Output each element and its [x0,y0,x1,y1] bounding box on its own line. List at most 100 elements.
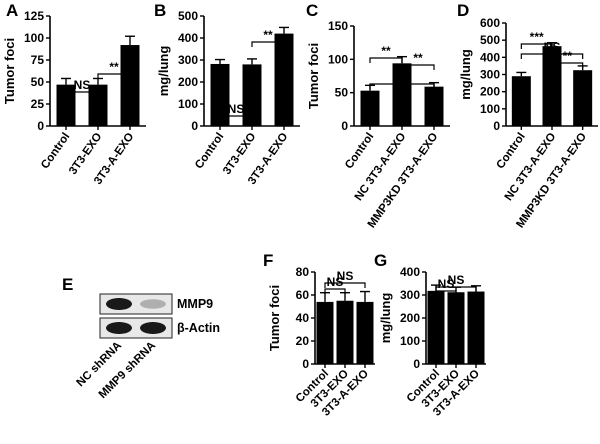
bar [427,290,445,364]
panel-letter: F [263,251,273,270]
y-axis-title: mg/lung [378,293,393,344]
y-axis-title: mg/lung [156,46,171,97]
y-tick-label: 0 [302,357,309,371]
bar [316,301,334,364]
band-label: β-Actin [177,321,220,335]
y-tick-label: 200 [480,85,500,99]
significance-label: NS [228,102,245,116]
blot-band [106,322,132,334]
y-tick-label: 20 [296,334,310,348]
y-tick-label: 300 [178,53,198,67]
y-tick-label: 0 [493,119,500,133]
y-tick-label: 0 [37,119,44,133]
y-tick-label: 50 [335,86,349,100]
significance-bracket [219,115,253,121]
y-tick-label: 80 [296,265,310,279]
y-tick-label: 300 [480,68,500,82]
y-tick-label: 400 [400,265,420,279]
significance-bracket [324,282,366,288]
y-axis-title: Tumor foci [306,43,321,109]
y-tick-label: 200 [400,311,420,325]
panel-letter: E [62,275,73,294]
significance-bracket [97,73,131,79]
y-tick-label: 400 [480,50,500,64]
significance-bracket [369,57,403,63]
significance-label: NS [448,273,465,287]
significance-label: NS [394,70,411,84]
y-tick-label: 0 [413,357,420,371]
bar [88,84,108,126]
y-tick-label: 200 [178,75,198,89]
significance-bracket [551,62,584,68]
bar [511,76,531,126]
significance-bracket [435,290,457,296]
bar [392,63,412,126]
bar [542,46,562,126]
y-tick-label: 75 [31,53,45,67]
y-tick-label: 125 [24,9,44,23]
y-tick-label: 100 [480,102,500,116]
panel-letter: A [6,1,18,20]
panel-letter: B [154,1,166,20]
significance-label: ** [263,28,273,42]
significance-bracket [520,43,553,49]
y-axis-title: mg/lung [458,49,473,100]
bar [120,45,140,126]
chart-panel-b: B0100200300400500mg/lungControl3T3-EXO3T… [154,1,300,187]
significance-bracket [324,288,346,294]
y-tick-label: 400 [178,31,198,45]
band-label: MMP9 [177,297,213,311]
chart-panel-g: G0100200300400mg/lungControl3T3-EXO3T3-A… [374,251,486,419]
significance-label: NS [337,269,354,283]
x-tick-label: Control [193,131,226,171]
panel-letter: D [457,1,469,20]
significance-bracket [435,286,477,292]
y-tick-label: 0 [341,119,348,133]
y-tick-label: 600 [480,16,500,30]
y-tick-label: 150 [328,19,348,33]
significance-label: NS [74,78,91,92]
x-tick-label: Control [495,131,528,171]
bar [447,292,465,364]
significance-bracket [520,53,584,59]
y-tick-label: 0 [191,119,198,133]
x-tick-label: Control [343,131,376,171]
bar [210,63,230,126]
significance-label: *** [530,30,544,44]
blot-band [140,299,166,309]
bar [242,64,262,126]
y-tick-label: 100 [328,52,348,66]
y-tick-label: 25 [31,97,45,111]
significance-label: ** [413,51,423,65]
significance-bracket [401,64,435,70]
bar [424,86,444,126]
bar [467,291,485,364]
significance-label: NS [327,275,344,289]
y-tick-label: 100 [400,334,420,348]
panel-letter: G [374,251,387,270]
significance-bracket [251,41,285,47]
bar [56,84,76,126]
bar [356,301,374,364]
y-tick-label: 100 [24,31,44,45]
x-tick-label: Control [39,131,72,171]
y-tick-label: 300 [400,288,420,302]
panel-letter: C [306,1,318,20]
y-tick-label: 500 [178,9,198,23]
bar [274,33,294,126]
y-axis-title: Tumor foci [267,285,282,351]
blot-band [106,298,132,310]
y-axis-title: Tumor foci [2,38,17,104]
y-tick-label: 60 [296,288,310,302]
bar [336,300,354,364]
bar [360,90,380,126]
y-tick-label: 40 [296,311,310,325]
significance-label: ** [563,49,573,63]
blot-band [140,322,166,334]
